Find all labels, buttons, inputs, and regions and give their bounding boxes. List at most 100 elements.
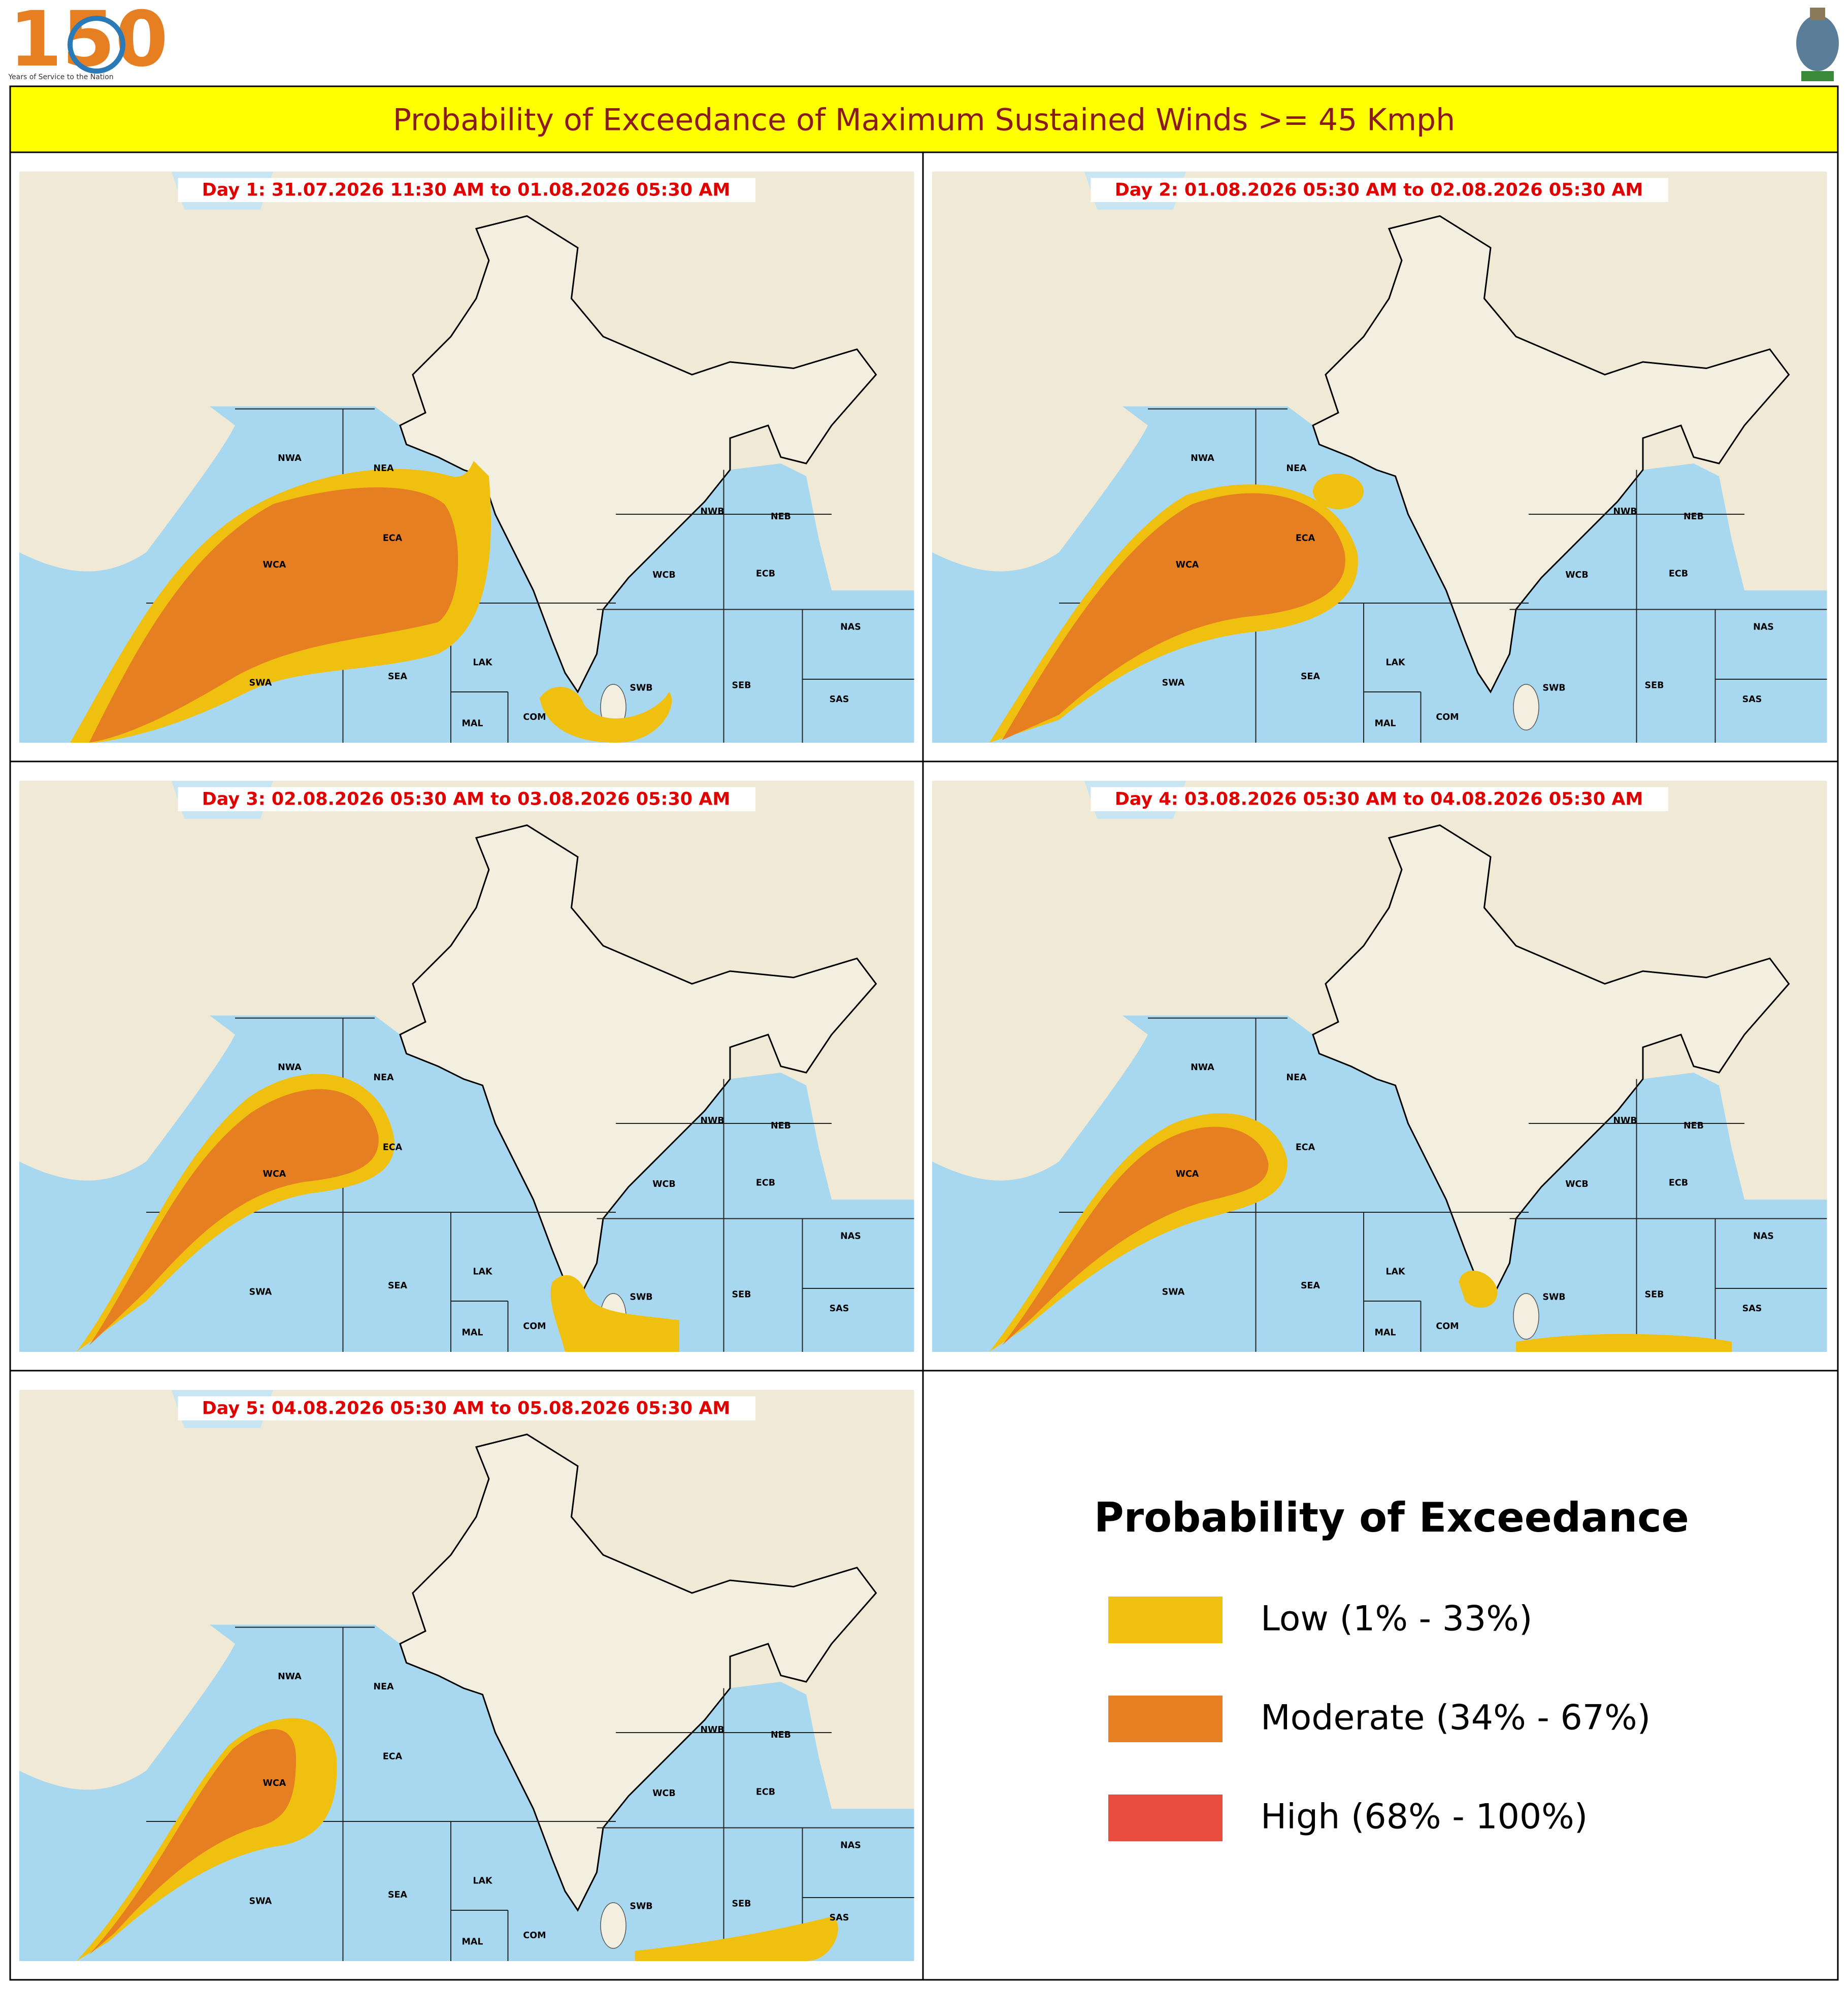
sea-region-label: LAK [1385,1267,1406,1277]
low-probability-area [540,686,672,743]
day-label-box [178,787,755,811]
sea-region-label: NAS [1753,1232,1774,1242]
ocean [932,406,1827,743]
map-panel: NWA NEA ECA WCA SWA SEA LAK MAL COM SWB SEB WCB ECB N… [932,172,1827,743]
legend-label: High (68% - 100%) [1261,1797,1588,1837]
sea-region-label: COM [523,1321,546,1332]
sea-region-label: MAL [1374,719,1396,729]
map-panel: NWA NEA ECA WCA SWA SEA LAK MAL COM SWB SEB WCB ECB N… [19,172,914,743]
moderate-probability-area [89,487,458,743]
day-label-box [1091,178,1668,202]
sea-region-label: SAS [830,694,849,705]
ocean [19,1015,914,1352]
sea-region-label: SWA [249,1897,272,1907]
panels: NWA NEA ECA WCA SWA SEA LAK MAL COM SWB SEB WCB ECB N… [19,172,1827,1961]
low-probability-area [1516,1334,1732,1352]
sea-region-label: SWB [1542,1292,1565,1303]
sea-region-label: SWB [630,1902,652,1912]
sea-region-label: ECA [383,534,403,544]
india-outline [1312,215,1790,693]
sea-region-label: WCA [1176,1169,1199,1179]
sea-region-label: NEA [373,1073,394,1083]
sea-region-label: NAS [1753,622,1774,633]
map-panel: NWA NEA ECA WCA SWA SEA LAK MAL COM SWB SEB WCB ECB N… [932,781,1827,1352]
legend-swatch [1108,1696,1223,1742]
india-outline [399,824,877,1303]
sri-lanka [1513,684,1539,731]
india-outline [399,215,877,693]
sea-region-label: NWB [700,1725,724,1735]
sea-region-label: NWB [1613,507,1637,517]
sea-region-label: ECB [756,569,775,579]
sea-region-label: NAS [840,1232,861,1242]
logo-ring [68,16,125,74]
day-label: Day 4: 03.08.2026 05:30 AM to 04.08.2026… [1115,789,1643,810]
sea-region-label: NEB [1684,512,1704,522]
sea-region-label: WCA [263,560,286,570]
sea-region-label: SAS [830,1913,849,1923]
sea-region-label: ECB [1669,1178,1688,1188]
legend-swatch [1108,1597,1223,1643]
sea-region-label: NAS [840,622,861,633]
sea-region-label: COM [523,1931,546,1941]
india-outline [1312,824,1790,1303]
panel-grid [9,151,1839,1981]
low-probability-area [635,1916,838,1961]
sea-region-label: NWA [1191,453,1214,463]
moderate-probability-area [1002,493,1345,740]
legend: Probability of Exceedance Low (1% - 33%)… [1094,1494,1689,1841]
sea-region-label: SAS [1742,1304,1762,1314]
sea-region-label: ECB [756,1178,775,1188]
sea-region-label: NWA [278,453,302,463]
sea-region-label: NEB [1684,1121,1704,1131]
sea-region-label: SEA [388,1281,408,1291]
map-panel: NWA NEA ECA WCA SWA SEA LAK MAL COM SWB SEB WCB ECB N… [19,781,914,1352]
sea-region-label: SEA [1301,672,1321,682]
ocean [19,1624,914,1961]
sea-region-label: LAK [473,1876,493,1886]
india-outline [399,1433,877,1912]
sea-region-label: NWA [278,1063,302,1073]
sea-region-label: SWA [1162,678,1185,688]
sea-region-label: SWA [249,1287,272,1298]
sea-region-label: SEB [732,1899,751,1909]
sea-region-label: LAK [473,1267,493,1277]
sea-region-label: ECA [383,1752,403,1762]
moderate-probability-area [89,1729,296,1955]
sea-region-label: NWA [1191,1063,1214,1073]
sri-lanka [600,1902,626,1949]
day-label-box [178,1396,755,1420]
sea-region-label: SEB [732,1290,751,1300]
sea-region-label: NWB [700,507,724,517]
sea-region-label: SAS [1742,694,1762,705]
sea-region-label: COM [523,712,546,722]
ocean [932,1015,1827,1352]
sea-region-label: NEB [771,1121,791,1131]
title-bar [9,85,1839,153]
sea-region-label: NWA [278,1672,302,1682]
legend-label: Low (1% - 33%) [1261,1599,1532,1639]
legend-title: Probability of Exceedance [1094,1494,1689,1541]
sea-region-label: WCB [652,1788,676,1799]
sea-region-label: SAS [830,1304,849,1314]
sea-region-label: SEB [1645,1290,1664,1300]
sea-region-label: ECB [756,1787,775,1798]
sea-region-label: LAK [1385,658,1406,668]
sea-region-label: NEA [1286,1073,1307,1083]
sea-region-label: MAL [461,1937,483,1947]
sea-region-label: ECA [383,1143,403,1153]
low-probability-area [1459,1270,1498,1308]
sea-region-label: NEB [771,512,791,522]
sea-region-label: WCA [1176,560,1199,570]
sea-region-label: ECA [1296,1143,1315,1153]
sea-region-label: MAL [1374,1328,1396,1338]
sea-region-label: WCB [652,570,676,580]
logo-tagline: Years of Service to the Nation [8,73,113,81]
sea-region-label: NEA [1286,463,1307,474]
sea-region-label: NEA [373,463,394,474]
sea-region-label: LAK [473,658,493,668]
day-label: Day 3: 02.08.2026 05:30 AM to 03.08.2026… [202,789,731,810]
day-label: Day 2: 01.08.2026 05:30 AM to 02.08.2026… [1115,180,1643,201]
sea-region-label: NEA [373,1682,394,1692]
sea-region-label: WCB [1565,1179,1589,1189]
